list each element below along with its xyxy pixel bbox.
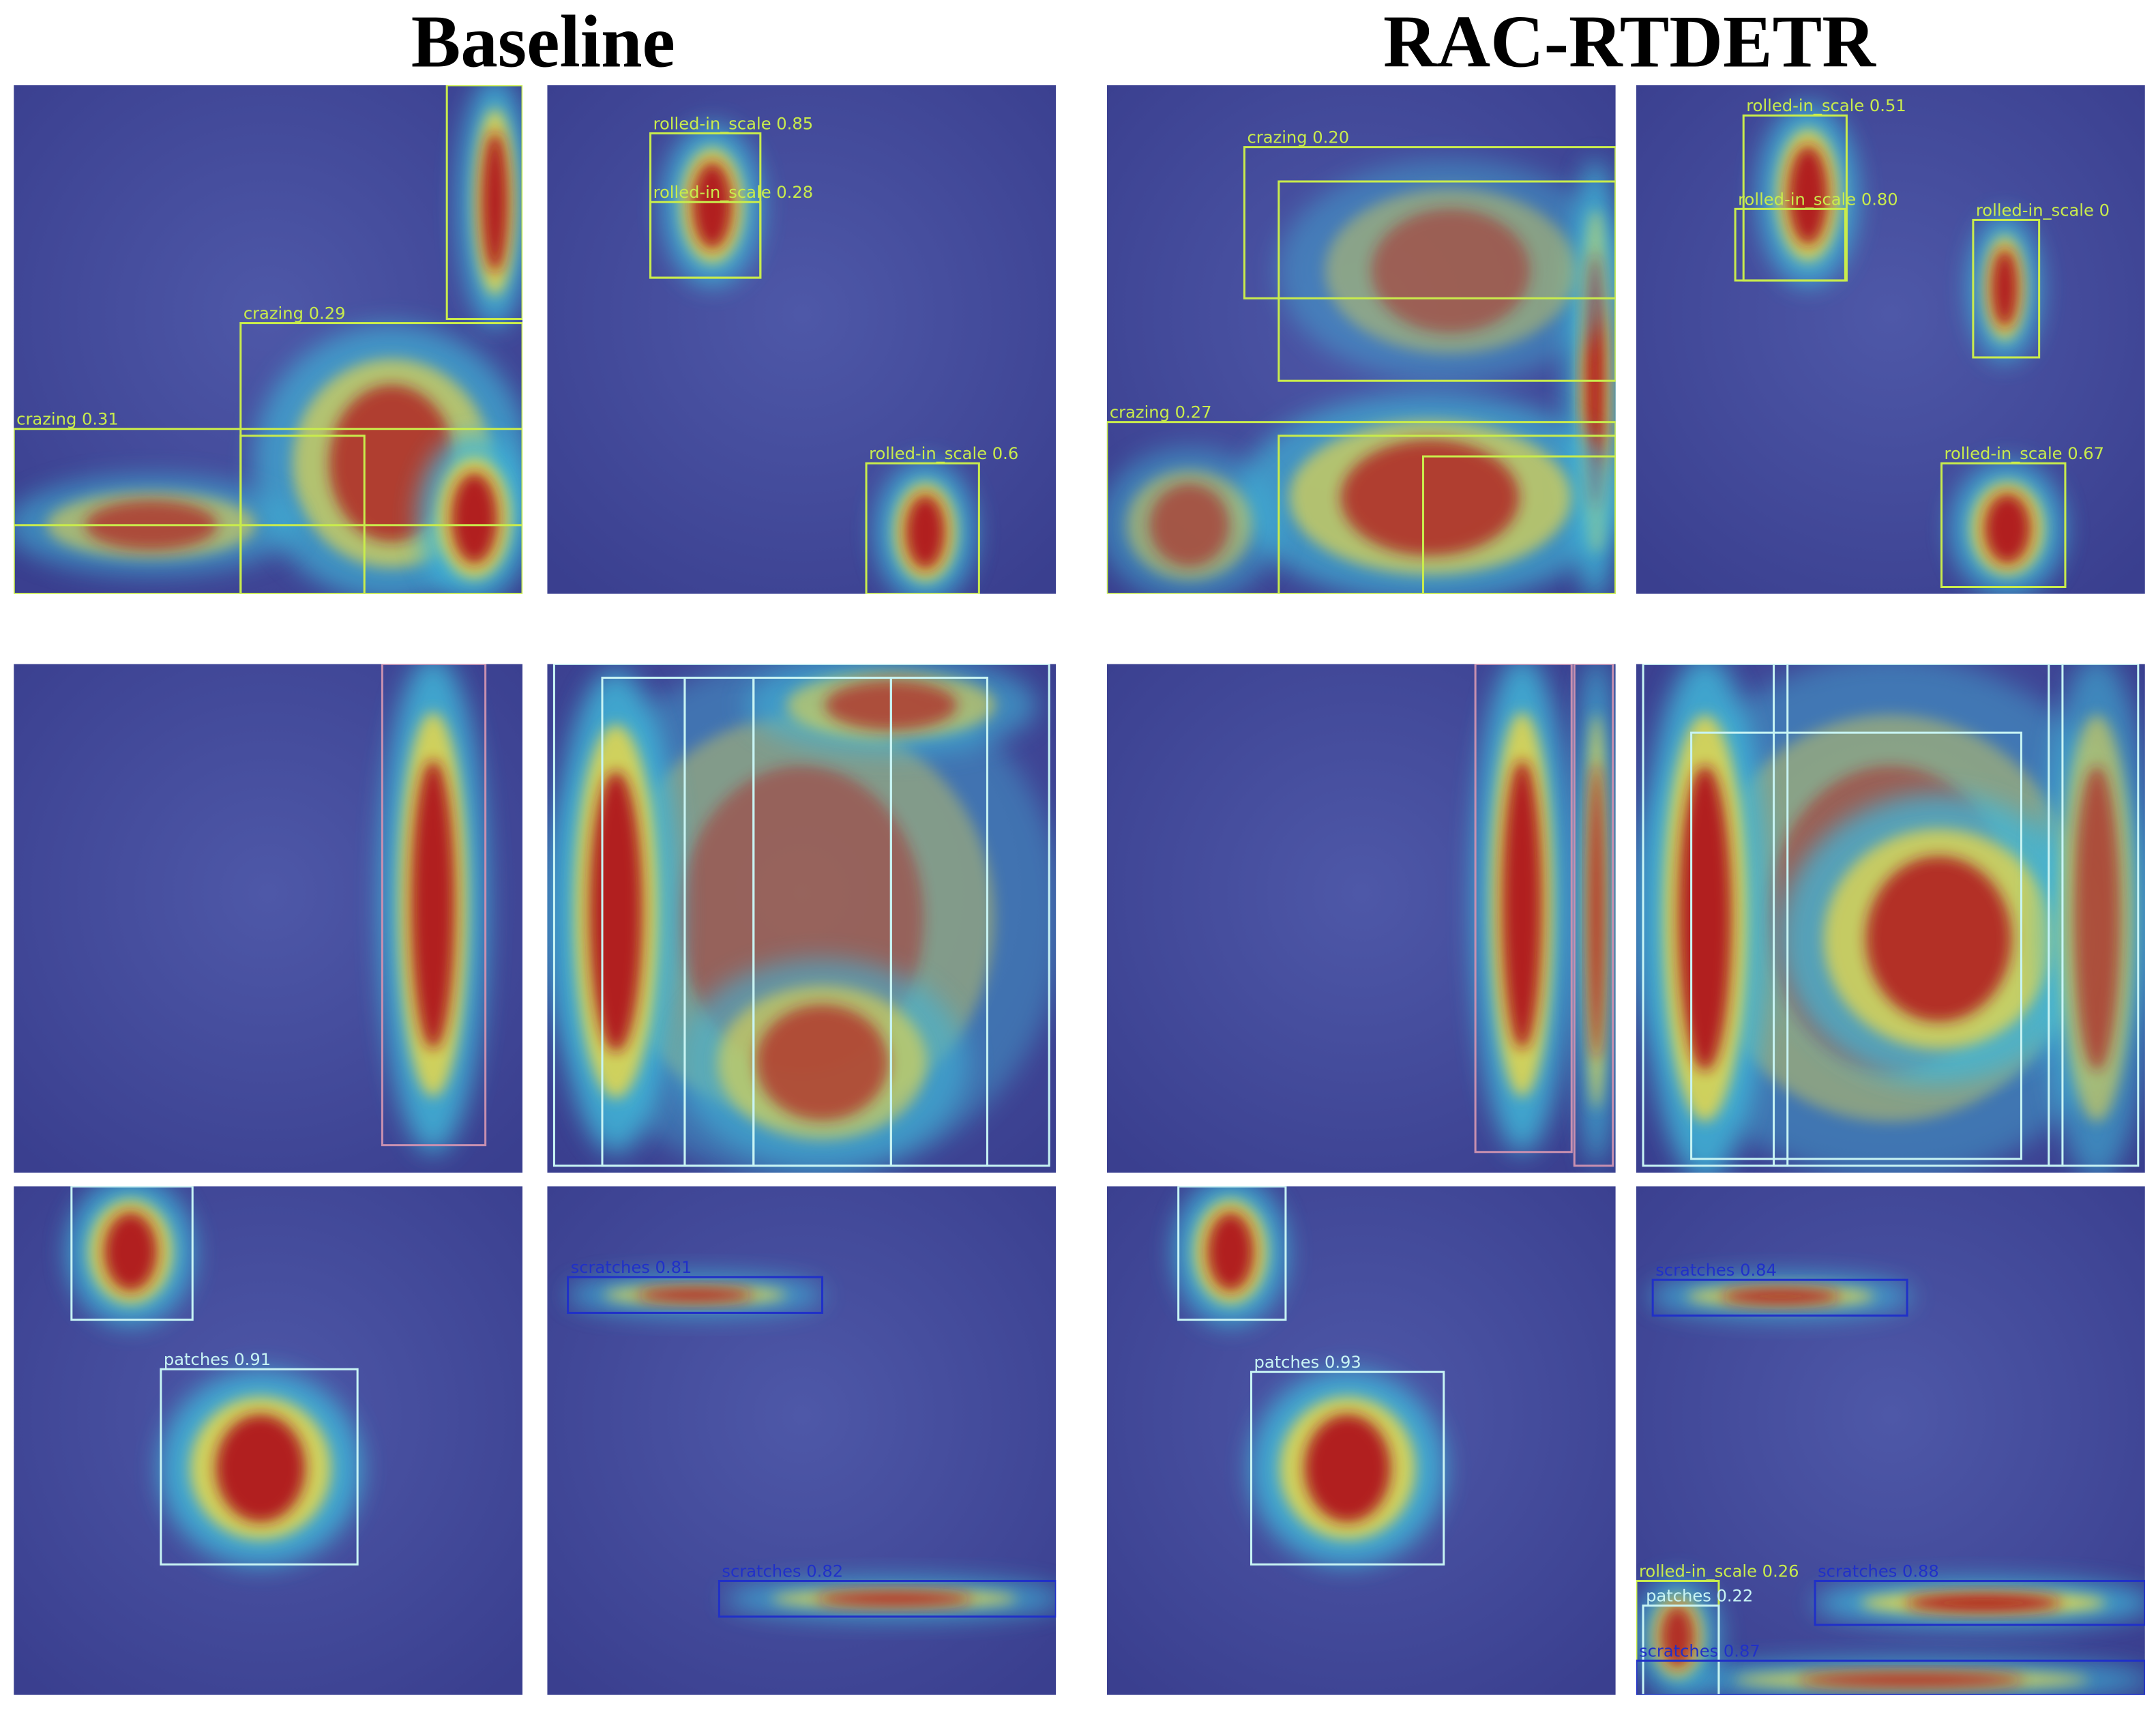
- heatmap-panel: scratches 0.84 rolled-in_scale 0.26 patche…: [1636, 1186, 2145, 1695]
- heat-region: [1589, 763, 1604, 1060]
- heat-region: [2073, 765, 2121, 1071]
- detection-box: [1972, 218, 2041, 359]
- detection-box: [1940, 462, 2067, 589]
- detection-label: rolled-in_scale 0.28: [653, 183, 814, 202]
- detection-box: [1690, 731, 2022, 1160]
- detection-label: crazing 0.29: [243, 304, 346, 323]
- detection-label: rolled-in_scale 0: [1976, 201, 2110, 220]
- panel-background: [1636, 85, 2145, 594]
- detection-label: scratches 0.81: [571, 1258, 692, 1277]
- heat-region: [1984, 493, 2031, 564]
- heatmap-panel: patches 0.93: [1106, 1186, 1616, 1695]
- detection-box: [1474, 664, 1573, 1154]
- detection-label: scratches 0.82: [722, 1561, 843, 1581]
- detection-box: [1773, 664, 1789, 1167]
- heatmap-panel: rolled-in_scale 0.51 rolled-in_scale 0.80…: [1636, 85, 2145, 594]
- heat-region: [1371, 209, 1530, 333]
- heatmap-panel: crazing 0.20 crazing 0.27: [1106, 85, 1616, 594]
- heat-region: [482, 132, 509, 273]
- heat-region: [1906, 1594, 2061, 1613]
- heat-region: [692, 162, 733, 249]
- detection-box: [1642, 664, 2140, 1167]
- heat-region: [756, 1005, 889, 1121]
- detection-box: [1814, 1579, 2145, 1626]
- detection-label: patches 0.91: [164, 1350, 271, 1369]
- heatmap-panel: [1636, 664, 2145, 1173]
- detection-box: [889, 676, 988, 1167]
- detection-label: rolled-in_scale 0.6: [869, 444, 1018, 463]
- detection-label: patches 0.93: [1254, 1353, 1361, 1372]
- detection-box: [1278, 435, 1616, 594]
- detection-label: rolled-in_scale 0.26: [1639, 1561, 1799, 1581]
- heat-region: [637, 1287, 753, 1303]
- heat-region: [1207, 1212, 1254, 1291]
- detection-label: rolled-in_scale 0.85: [653, 114, 814, 133]
- detection-label: rolled-in_scale 0.67: [1945, 444, 2105, 463]
- detection-box: [160, 1368, 359, 1566]
- detection-box: [1243, 146, 1616, 299]
- detection-box: [2048, 664, 2064, 1167]
- heat-region: [451, 473, 498, 564]
- heat-region: [1679, 765, 1732, 1071]
- detection-label: scratches 0.87: [1639, 1641, 1760, 1660]
- detection-box: [1636, 1659, 2145, 1695]
- detection-label: crazing 0.20: [1247, 128, 1349, 147]
- heat-region: [1788, 145, 1828, 245]
- heat-region: [1304, 1414, 1391, 1522]
- heatmap-panel: scratches 0.81 scratches 0.82: [547, 1186, 1057, 1695]
- detection-box: [239, 435, 366, 594]
- heat-region: [1866, 856, 2011, 1022]
- heat-region: [411, 760, 455, 1049]
- detection-label: crazing 0.27: [1110, 403, 1212, 422]
- detection-label: scratches 0.88: [1818, 1561, 1939, 1581]
- detection-box: [718, 1579, 1057, 1618]
- detection-label: crazing 0.31: [16, 410, 119, 429]
- detection-box: [14, 428, 523, 594]
- heat-region: [1149, 484, 1229, 567]
- detection-box: [1177, 1186, 1287, 1321]
- detection-box: [649, 201, 762, 279]
- heatmap-panel: patches 0.91: [14, 1186, 523, 1695]
- detection-box: [1278, 180, 1616, 382]
- detection-box: [70, 1186, 194, 1321]
- detection-box: [1421, 455, 1616, 594]
- detection-box: [1106, 421, 1616, 594]
- heat-region: [1340, 439, 1520, 556]
- detection-box: [1250, 1370, 1445, 1566]
- column-title: Baseline: [411, 1, 675, 83]
- detection-box: [1651, 1278, 1908, 1317]
- detection-box: [445, 85, 523, 321]
- detection-box: [14, 524, 523, 594]
- heatmap-panel: [14, 664, 523, 1173]
- heat-region: [104, 1212, 158, 1291]
- heatmap-panel: crazing 0.29 crazing 0.31: [14, 85, 523, 594]
- detection-box: [1642, 1604, 1720, 1695]
- heat-region: [216, 1414, 306, 1522]
- heat-region: [1991, 248, 2018, 327]
- heatmap-panel: [1106, 664, 1616, 1173]
- detection-label: patches 0.22: [1646, 1587, 1753, 1606]
- heat-region: [1661, 1605, 1694, 1668]
- heat-region: [816, 1591, 973, 1606]
- detection-box: [865, 462, 980, 594]
- detection-box: [1734, 207, 1846, 282]
- detection-label: rolled-in_scale 0.80: [1738, 190, 1898, 209]
- detection-box: [567, 1276, 824, 1315]
- detection-label: rolled-in_scale 0.51: [1746, 96, 1906, 115]
- detection-box: [381, 664, 487, 1147]
- heat-region: [589, 771, 643, 1052]
- column-title: RAC-RTDETR: [1383, 1, 1876, 83]
- heatmap-panel: rolled-in_scale 0.85 rolled-in_scale 0.28…: [547, 85, 1057, 594]
- detection-box: [1573, 664, 1614, 1167]
- heat-region: [1721, 1288, 1840, 1305]
- heat-region: [1799, 1672, 2024, 1688]
- heat-region: [905, 495, 945, 570]
- heat-region: [1502, 760, 1542, 1049]
- heatmap-panel: [547, 664, 1057, 1173]
- detection-label: scratches 0.84: [1655, 1261, 1777, 1280]
